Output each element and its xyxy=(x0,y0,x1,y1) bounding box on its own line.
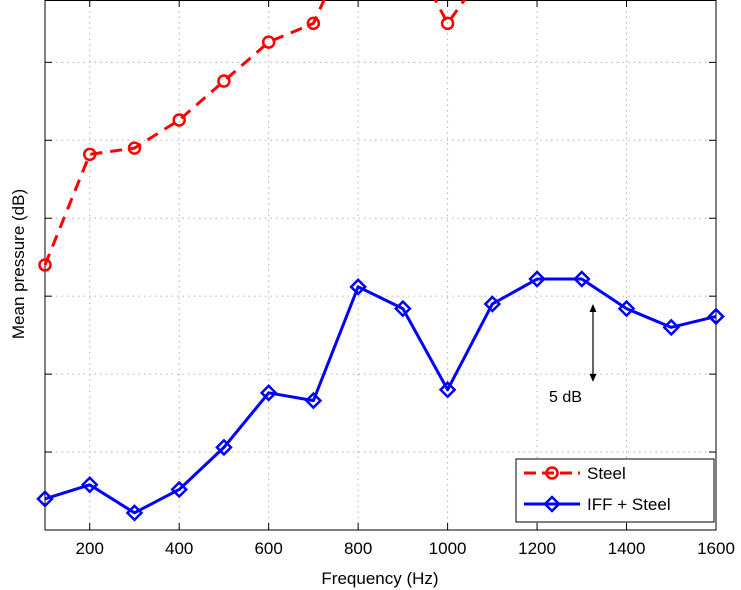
data-point xyxy=(394,299,412,318)
scale-annotation-label: 5 dB xyxy=(549,389,582,406)
legend-entry: Steel xyxy=(524,464,626,483)
data-point xyxy=(528,270,546,288)
data-point xyxy=(172,113,186,127)
series-iff-steel xyxy=(36,270,725,522)
data-point xyxy=(304,391,323,410)
data-point xyxy=(662,318,681,337)
data-point xyxy=(125,504,144,522)
data-point xyxy=(438,380,457,399)
data-point xyxy=(215,438,233,457)
series-line xyxy=(43,0,467,266)
x-axis-title: Frequency (Hz) xyxy=(321,569,438,588)
x-tick-label: 400 xyxy=(165,539,193,558)
x-tick-label: 200 xyxy=(76,539,104,558)
scale-annotation: 5 dB xyxy=(549,303,597,406)
grid-lines xyxy=(45,0,716,530)
data-point xyxy=(440,16,455,31)
x-tick-labels: 200 400 600 800 1000 1200 1400 1600 xyxy=(76,539,735,558)
data-point xyxy=(82,147,97,162)
data-point xyxy=(261,35,276,49)
data-point xyxy=(617,299,636,318)
legend: Steel IFF + Steel xyxy=(515,458,715,523)
axes-box xyxy=(44,0,717,531)
data-point xyxy=(38,258,52,272)
data-point xyxy=(80,476,99,494)
plot-frame xyxy=(44,0,717,531)
legend-marker xyxy=(543,495,561,513)
x-tick-label: 1000 xyxy=(429,539,467,558)
series-steel xyxy=(38,0,467,272)
data-point xyxy=(707,307,725,326)
series-group xyxy=(36,0,725,522)
y-axis-title: Mean pressure (dB) xyxy=(9,189,28,339)
x-tick-label: 1600 xyxy=(697,539,735,558)
data-point xyxy=(127,141,142,155)
legend-marker xyxy=(545,466,559,480)
x-tick-label: 1200 xyxy=(518,539,556,558)
data-point xyxy=(36,490,54,508)
legend-label: Steel xyxy=(587,464,626,483)
data-point xyxy=(483,295,502,313)
x-tick-label: 600 xyxy=(254,539,282,558)
legend-entry: IFF + Steel xyxy=(524,495,671,514)
series-line xyxy=(44,277,717,515)
data-point xyxy=(306,16,321,31)
scale-arrow-head-top xyxy=(589,303,597,312)
x-tick-label: 800 xyxy=(344,539,372,558)
data-point xyxy=(170,480,188,499)
scale-arrow-head-bottom xyxy=(589,373,597,382)
data-point xyxy=(573,270,591,288)
legend-label: IFF + Steel xyxy=(587,495,671,514)
data-point xyxy=(259,384,278,402)
x-tick-label: 1400 xyxy=(608,539,646,558)
data-point xyxy=(217,74,231,88)
data-point xyxy=(349,278,367,296)
